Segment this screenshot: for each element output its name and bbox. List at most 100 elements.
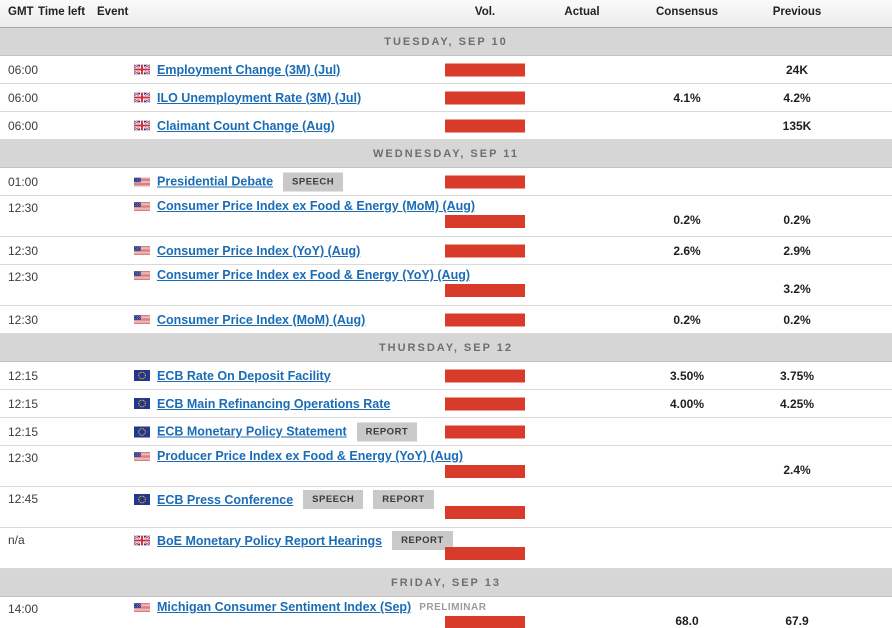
event-time: 06:00 (8, 118, 39, 133)
flag-us-icon (134, 176, 150, 187)
column-header-previous: Previous (772, 6, 822, 18)
consensus-value: 68.0 (675, 614, 699, 628)
event-link[interactable]: Michigan Consumer Sentiment Index (Sep) (157, 600, 412, 614)
consensus-value: 2.6% (673, 243, 701, 258)
event-row: 01:00 Presidential Debate SPEECH (0, 168, 892, 196)
previous-value: 24K (785, 62, 809, 77)
previous-value: 4.25% (779, 396, 815, 411)
event-link[interactable]: ECB Press Conference (157, 492, 294, 507)
volatility-bar (445, 244, 525, 257)
event-line: Presidential Debate SPEECH (134, 172, 344, 191)
previous-value: 0.2% (783, 312, 811, 327)
day-label: THURSDAY, SEP 12 (378, 341, 514, 354)
badge-speech: SPEECH (283, 172, 344, 191)
event-row: 06:00 Claimant Count Change (Aug) 135K (0, 112, 892, 140)
day-separator: FRIDAY, SEP 13 (0, 569, 892, 597)
consensus-value: 4.1% (673, 90, 701, 105)
volatility-bar (445, 91, 525, 104)
event-line: Michigan Consumer Sentiment Index (Sep) … (134, 600, 486, 614)
badge-report: REPORT (392, 531, 453, 550)
day-label: WEDNESDAY, SEP 11 (373, 147, 519, 160)
volatility-bar (445, 63, 525, 76)
flag-eu-icon (134, 426, 150, 437)
event-link[interactable]: Consumer Price Index ex Food & Energy (Y… (157, 268, 471, 282)
flag-us-icon (134, 602, 150, 613)
event-line: ILO Unemployment Rate (3M) (Jul) (134, 91, 361, 105)
event-time: 01:00 (8, 174, 39, 189)
volatility-bar (445, 119, 525, 132)
flag-gb-icon (134, 535, 150, 546)
volatility-bar (445, 397, 525, 410)
event-time: 12:15 (8, 368, 39, 383)
column-header-consensus: Consensus (656, 6, 718, 18)
day-label: TUESDAY, SEP 10 (384, 35, 508, 48)
event-line: Consumer Price Index (YoY) (Aug) (134, 244, 360, 258)
event-time: 12:15 (8, 396, 39, 411)
event-link[interactable]: BoE Monetary Policy Report Hearings (157, 533, 383, 548)
event-row: 12:30 Consumer Price Index (MoM) (Aug) 0… (0, 306, 892, 334)
event-time: 12:30 (8, 312, 39, 327)
event-line: Consumer Price Index (MoM) (Aug) (134, 313, 365, 327)
event-link[interactable]: ECB Rate On Deposit Facility (157, 368, 331, 383)
event-time: 12:45 (8, 492, 39, 506)
event-line: ECB Monetary Policy Statement REPORT (134, 422, 418, 441)
consensus-value: 0.2% (673, 213, 701, 227)
event-row: n/a BoE Monetary Policy Report Hearings … (0, 528, 892, 569)
event-row: 12:30 Consumer Price Index (YoY) (Aug) 2… (0, 237, 892, 265)
volatility-bar (445, 215, 525, 228)
event-link[interactable]: Consumer Price Index (YoY) (Aug) (157, 243, 361, 258)
event-time: 12:30 (8, 270, 39, 284)
day-separator: TUESDAY, SEP 10 (0, 28, 892, 56)
event-line: Claimant Count Change (Aug) (134, 119, 335, 133)
event-line: Producer Price Index ex Food & Energy (Y… (134, 449, 463, 463)
previous-value: 2.9% (783, 243, 811, 258)
volatility-bar (445, 465, 525, 478)
day-separator: THURSDAY, SEP 12 (0, 334, 892, 362)
flag-us-icon (134, 451, 150, 462)
flag-gb-icon (134, 64, 150, 75)
event-row: 14:00 Michigan Consumer Sentiment Index … (0, 597, 892, 628)
flag-eu-icon (134, 370, 150, 381)
event-link[interactable]: Producer Price Index ex Food & Energy (Y… (157, 449, 464, 463)
volatility-bar (445, 506, 525, 519)
calendar-rows: TUESDAY, SEP 10 06:00 Employment Change … (0, 28, 892, 628)
consensus-value: 0.2% (673, 312, 701, 327)
event-time: 12:30 (8, 243, 39, 258)
event-row: 06:00 ILO Unemployment Rate (3M) (Jul) 4… (0, 84, 892, 112)
volatility-bar (445, 616, 525, 628)
event-link[interactable]: Presidential Debate (157, 174, 274, 189)
previous-value: 0.2% (783, 213, 811, 227)
previous-value: 135K (782, 118, 812, 133)
volatility-bar (445, 175, 525, 188)
event-link[interactable]: ECB Monetary Policy Statement (157, 424, 347, 439)
event-link[interactable]: ECB Main Refinancing Operations Rate (157, 396, 391, 411)
badge-report: REPORT (356, 422, 418, 441)
event-row: 12:45 ECB Press Conference SPEECH REPORT (0, 487, 892, 528)
previous-value: 3.2% (783, 282, 811, 296)
event-link[interactable]: Employment Change (3M) (Jul) (157, 62, 341, 77)
previous-value: 3.75% (779, 368, 815, 383)
event-row: 12:15 ECB Main Refinancing Operations Ra… (0, 390, 892, 418)
event-line: ECB Press Conference SPEECH REPORT (134, 490, 434, 509)
flag-us-icon (134, 245, 150, 256)
day-separator: WEDNESDAY, SEP 11 (0, 140, 892, 168)
flag-eu-icon (134, 494, 150, 505)
volatility-bar (445, 369, 525, 382)
consensus-value: 3.50% (669, 368, 705, 383)
column-header-time-left: Time left (38, 6, 86, 18)
event-link[interactable]: Consumer Price Index (MoM) (Aug) (157, 312, 366, 327)
event-link[interactable]: ILO Unemployment Rate (3M) (Jul) (157, 90, 362, 105)
event-time: 12:30 (8, 451, 39, 465)
event-row: 06:00 Employment Change (3M) (Jul) 24K (0, 56, 892, 84)
day-label: FRIDAY, SEP 13 (391, 576, 501, 589)
event-row: 12:30 Producer Price Index ex Food & Ene… (0, 446, 892, 487)
volatility-bar (445, 547, 525, 560)
event-row: 12:15 ECB Rate On Deposit Facility 3.50%… (0, 362, 892, 390)
column-header-event: Event (97, 6, 129, 18)
event-link[interactable]: Claimant Count Change (Aug) (157, 118, 335, 133)
event-link[interactable]: Consumer Price Index ex Food & Energy (M… (157, 199, 476, 213)
event-line: Consumer Price Index ex Food & Energy (M… (134, 199, 475, 213)
flag-us-icon (134, 314, 150, 325)
event-time: 12:15 (8, 424, 39, 439)
